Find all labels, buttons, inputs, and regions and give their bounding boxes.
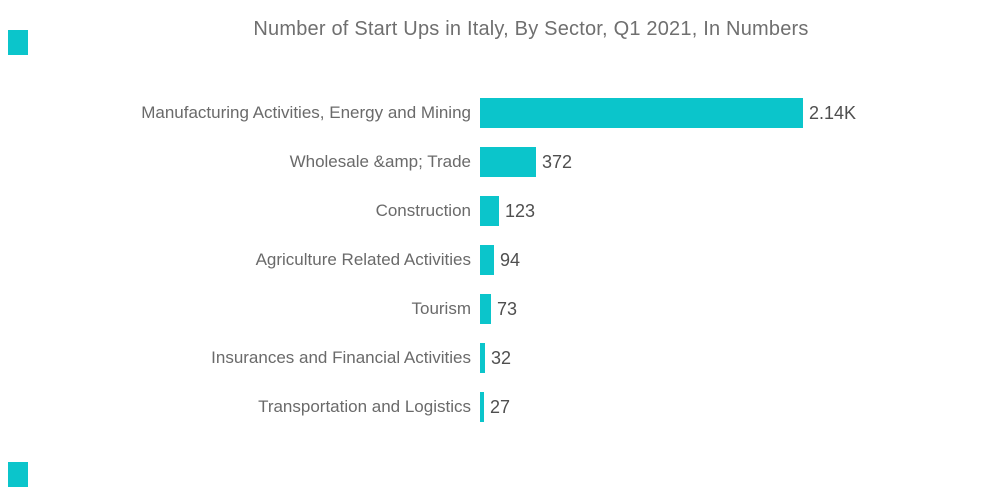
value-label: 94 bbox=[500, 249, 521, 270]
chart-title: Number of Start Ups in Italy, By Sector,… bbox=[253, 18, 809, 40]
bar-row: Construction 123 bbox=[0, 196, 856, 226]
bar-row: Tourism 73 bbox=[0, 294, 856, 324]
corner-accent-square-top-left bbox=[8, 30, 28, 55]
category-label: Construction bbox=[375, 201, 471, 220]
bar-row: Manufacturing Activities, Energy and Min… bbox=[0, 98, 856, 128]
category-label: Tourism bbox=[411, 299, 471, 318]
bar[interactable] bbox=[480, 343, 485, 373]
bar-row: Transportation and Logistics 27 bbox=[0, 392, 856, 422]
value-label: 73 bbox=[497, 298, 518, 319]
bar[interactable] bbox=[480, 98, 803, 128]
value-label: 2.14K bbox=[809, 102, 857, 123]
value-label: 27 bbox=[490, 396, 511, 417]
bar-row: Insurances and Financial Activities 32 bbox=[0, 343, 856, 373]
value-label: 32 bbox=[491, 347, 512, 368]
bar-row: Agriculture Related Activities 94 bbox=[0, 245, 856, 275]
bar[interactable] bbox=[480, 196, 499, 226]
category-label: Wholesale &amp; Trade bbox=[289, 152, 471, 171]
category-label: Manufacturing Activities, Energy and Min… bbox=[141, 103, 471, 122]
bar[interactable] bbox=[480, 392, 484, 422]
corner-accent-square-bottom-left bbox=[8, 462, 28, 487]
bar-row: Wholesale &amp; Trade 372 bbox=[0, 147, 856, 177]
value-label: 372 bbox=[542, 151, 573, 172]
bar[interactable] bbox=[480, 294, 491, 324]
category-label: Transportation and Logistics bbox=[258, 397, 471, 416]
value-label: 123 bbox=[505, 200, 536, 221]
bar[interactable] bbox=[480, 245, 494, 275]
category-label: Agriculture Related Activities bbox=[255, 250, 471, 269]
category-label: Insurances and Financial Activities bbox=[211, 348, 471, 367]
bar[interactable] bbox=[480, 147, 536, 177]
bar-rows: Manufacturing Activities, Energy and Min… bbox=[0, 98, 856, 422]
